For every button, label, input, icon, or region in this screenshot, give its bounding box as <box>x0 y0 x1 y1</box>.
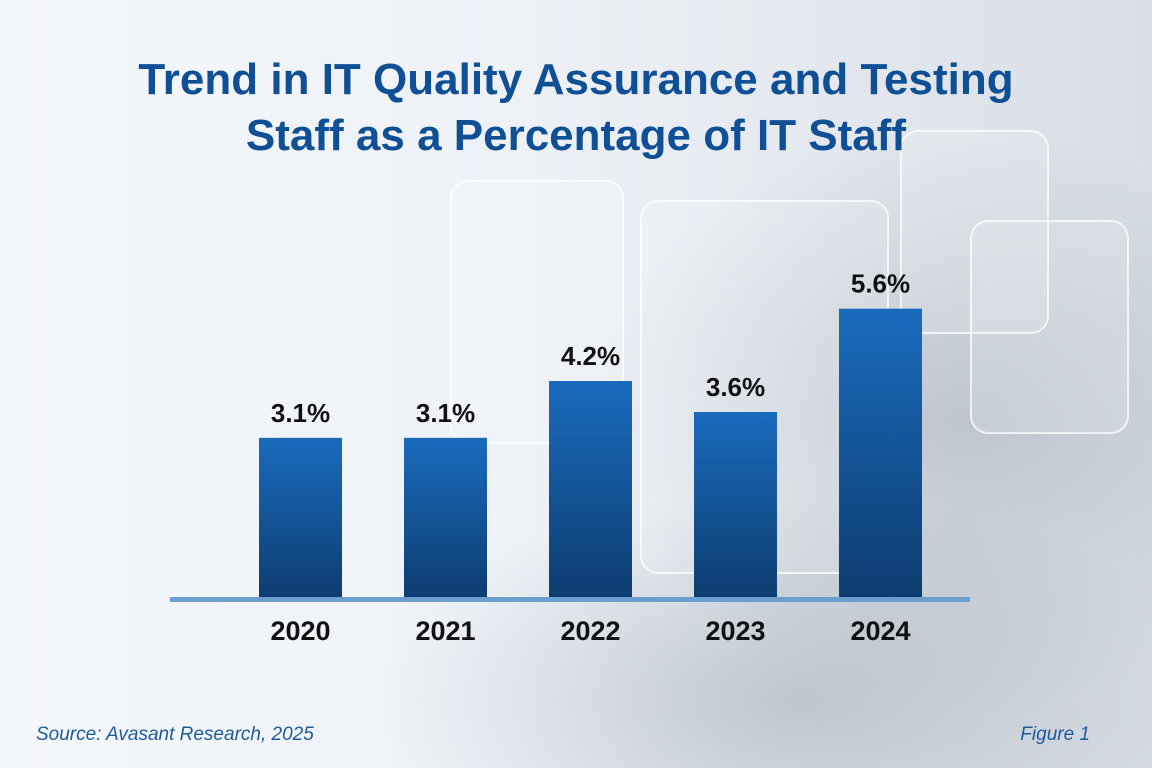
bar-2022 <box>549 381 632 598</box>
background-profile-card <box>970 220 1129 434</box>
data-label-2024: 5.6% <box>851 269 910 299</box>
bar-2020 <box>259 437 342 598</box>
x-tick-label-2024: 2024 <box>850 616 910 646</box>
data-label-2021: 3.1% <box>416 398 475 428</box>
x-tick-label-2022: 2022 <box>560 616 620 646</box>
bar-2024 <box>839 308 922 598</box>
x-tick-label-2021: 2021 <box>415 616 475 646</box>
bar-2023 <box>694 412 777 598</box>
x-axis-baseline <box>170 597 970 602</box>
x-tick-label-2023: 2023 <box>705 616 765 646</box>
figure-label: Figure 1 <box>1020 724 1090 745</box>
bar-2021 <box>404 437 487 598</box>
chart-title: Trend in IT Quality Assurance and Testin… <box>138 55 1014 160</box>
data-label-2023: 3.6% <box>706 372 765 402</box>
x-tick-label-2020: 2020 <box>270 616 330 646</box>
data-label-2022: 4.2% <box>561 341 620 371</box>
data-label-2020: 3.1% <box>271 398 330 428</box>
source-note: Source: Avasant Research, 2025 <box>36 724 314 745</box>
